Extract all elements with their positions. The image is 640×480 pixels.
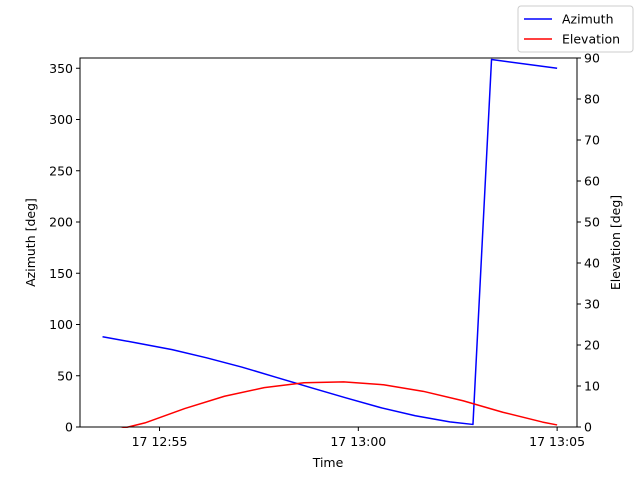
x-axis: 17 12:55 17 13:00 17 13:05: [132, 427, 585, 449]
y-left-tick-label: 350: [49, 61, 73, 76]
series-line-elevation: [120, 381, 558, 428]
y-right-tick-label: 30: [584, 297, 600, 312]
legend-label-elevation: Elevation: [562, 32, 620, 47]
y-left-tick-label: 150: [49, 266, 73, 281]
legend: Azimuth Elevation: [517, 5, 634, 53]
y-right-tick-label: 20: [584, 338, 600, 353]
y-right-tick-label: 0: [584, 420, 592, 435]
y-left-tick-label: 200: [49, 215, 73, 230]
y-axis-right: 0 10 20 30 40 50 60 70 80 90: [577, 51, 600, 435]
series-line-azimuth: [102, 58, 558, 426]
x-axis-label: Time: [312, 455, 344, 470]
x-tick-label: 17 12:55: [132, 434, 188, 449]
y-right-tick-label: 80: [584, 92, 600, 107]
y-axis-left-label: Azimuth [deg]: [23, 198, 38, 287]
legend-label-azimuth: Azimuth: [562, 12, 614, 27]
y-right-tick-label: 70: [584, 133, 600, 148]
series-layer: [102, 58, 558, 428]
y-left-tick-label: 250: [49, 163, 73, 178]
y-left-tick-label: 100: [49, 317, 73, 332]
y-right-tick-label: 40: [584, 256, 600, 271]
y-left-tick-label: 300: [49, 112, 73, 127]
y-left-tick-label: 0: [65, 420, 73, 435]
plot-frame: [79, 57, 578, 428]
y-right-tick-label: 10: [584, 379, 600, 394]
x-tick-label: 17 13:00: [330, 434, 386, 449]
y-right-tick-label: 60: [584, 174, 600, 189]
x-tick-label: 17 13:05: [529, 434, 585, 449]
y-axis-right-label: Elevation [deg]: [608, 195, 623, 290]
legend-box: [517, 5, 634, 53]
y-left-tick-label: 50: [57, 368, 73, 383]
y-right-tick-label: 90: [584, 51, 600, 66]
y-right-tick-label: 50: [584, 215, 600, 230]
y-axis-left: 0 50 100 150 200 250 300 350: [49, 61, 80, 435]
